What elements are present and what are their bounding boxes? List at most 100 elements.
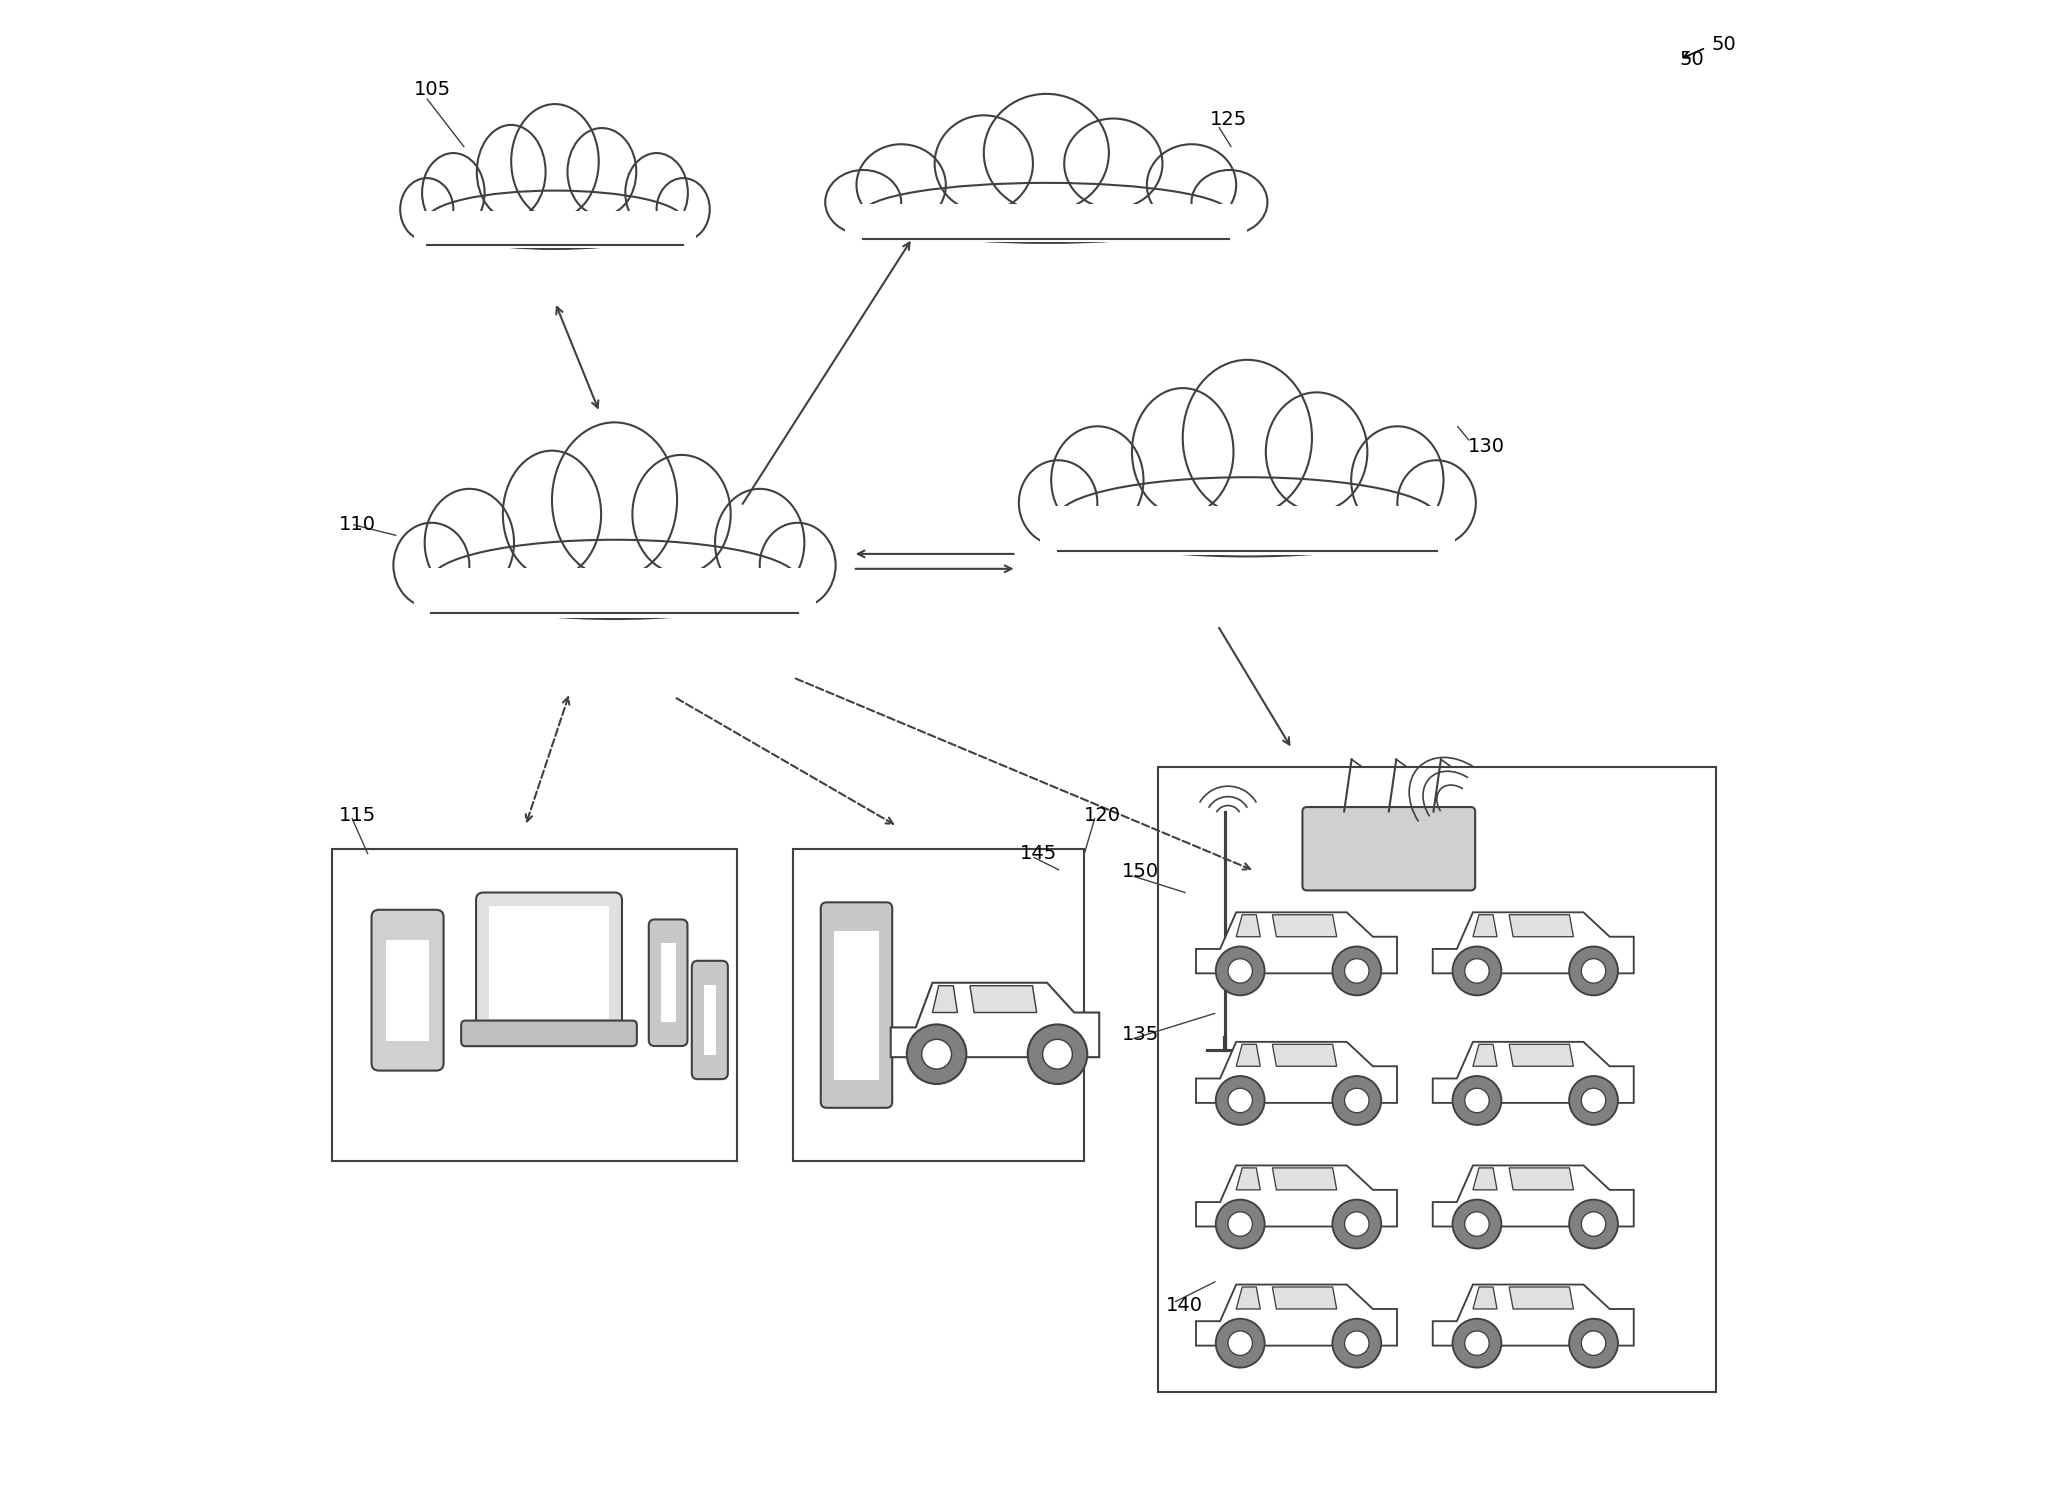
Circle shape [1569,1200,1618,1248]
Ellipse shape [399,179,453,241]
Polygon shape [1434,1285,1634,1346]
Polygon shape [1237,914,1260,937]
Ellipse shape [422,153,485,232]
FancyBboxPatch shape [649,919,688,1045]
Circle shape [1581,1212,1606,1236]
Bar [387,940,428,1041]
Bar [414,567,815,618]
Polygon shape [1237,1044,1260,1066]
Circle shape [1229,1212,1253,1236]
Polygon shape [1473,1286,1497,1309]
Polygon shape [1509,1286,1573,1309]
Polygon shape [1196,1285,1397,1346]
Circle shape [1452,1319,1501,1367]
Text: 145: 145 [1020,844,1057,862]
Circle shape [1464,1331,1489,1355]
Polygon shape [1196,1166,1397,1227]
Circle shape [1464,1088,1489,1112]
Polygon shape [1237,1286,1260,1309]
Ellipse shape [1051,426,1143,533]
Ellipse shape [625,153,688,232]
Circle shape [1581,1088,1606,1112]
Bar [414,211,696,247]
Polygon shape [1434,1042,1634,1103]
Circle shape [1333,947,1380,995]
Text: 120: 120 [1083,807,1120,825]
Bar [1157,767,1716,1392]
Circle shape [1217,947,1264,995]
FancyBboxPatch shape [821,902,893,1108]
Ellipse shape [760,523,836,608]
Circle shape [1581,959,1606,983]
Circle shape [1464,1212,1489,1236]
Circle shape [1217,1077,1264,1124]
Polygon shape [1473,1167,1497,1190]
FancyBboxPatch shape [475,892,623,1032]
Polygon shape [1196,913,1397,974]
Ellipse shape [1352,426,1444,533]
Polygon shape [1272,1167,1337,1190]
Bar [332,849,737,1161]
Bar [793,849,1083,1161]
Circle shape [1452,1077,1501,1124]
Bar [834,931,879,1080]
Circle shape [1346,1088,1368,1112]
Polygon shape [1196,1042,1397,1103]
Text: 115: 115 [340,807,377,825]
Circle shape [1581,1331,1606,1355]
Polygon shape [1509,1167,1573,1190]
Ellipse shape [426,191,684,249]
Circle shape [1569,947,1618,995]
Circle shape [907,1024,967,1084]
Circle shape [1028,1024,1087,1084]
Polygon shape [1509,1044,1573,1066]
Ellipse shape [1018,460,1098,545]
Circle shape [1042,1039,1073,1069]
Polygon shape [1473,1044,1497,1066]
Circle shape [1229,1088,1253,1112]
Text: 150: 150 [1122,862,1159,880]
Circle shape [1452,947,1501,995]
Circle shape [1569,1319,1618,1367]
Text: 125: 125 [1210,110,1247,128]
Ellipse shape [432,541,797,619]
Ellipse shape [393,523,469,608]
Polygon shape [932,986,958,1013]
Ellipse shape [1397,460,1477,545]
Bar [1040,505,1454,555]
Ellipse shape [477,125,545,219]
Circle shape [1346,959,1368,983]
Circle shape [922,1039,952,1069]
Bar [846,204,1247,241]
Ellipse shape [504,451,602,578]
Circle shape [1452,1200,1501,1248]
Circle shape [1229,1331,1253,1355]
Ellipse shape [512,104,598,219]
Circle shape [1333,1200,1380,1248]
Ellipse shape [856,144,946,226]
Polygon shape [1509,914,1573,937]
Ellipse shape [633,456,731,573]
Polygon shape [1272,1286,1337,1309]
Polygon shape [971,986,1036,1013]
Text: 110: 110 [340,515,377,533]
Circle shape [1464,959,1489,983]
Polygon shape [1272,1044,1337,1066]
Ellipse shape [825,170,901,234]
Circle shape [1229,959,1253,983]
Ellipse shape [1184,360,1313,515]
Ellipse shape [1065,119,1163,208]
Text: 50: 50 [1712,36,1737,54]
Ellipse shape [567,128,637,216]
Bar [662,944,676,1021]
Ellipse shape [1059,476,1436,557]
Text: 50: 50 [1679,51,1704,68]
Bar [705,984,717,1056]
Bar [489,905,608,1018]
Polygon shape [1434,913,1634,974]
Polygon shape [891,983,1100,1057]
FancyBboxPatch shape [1303,807,1475,890]
Polygon shape [1434,1166,1634,1227]
Circle shape [1217,1319,1264,1367]
Ellipse shape [1133,389,1233,515]
